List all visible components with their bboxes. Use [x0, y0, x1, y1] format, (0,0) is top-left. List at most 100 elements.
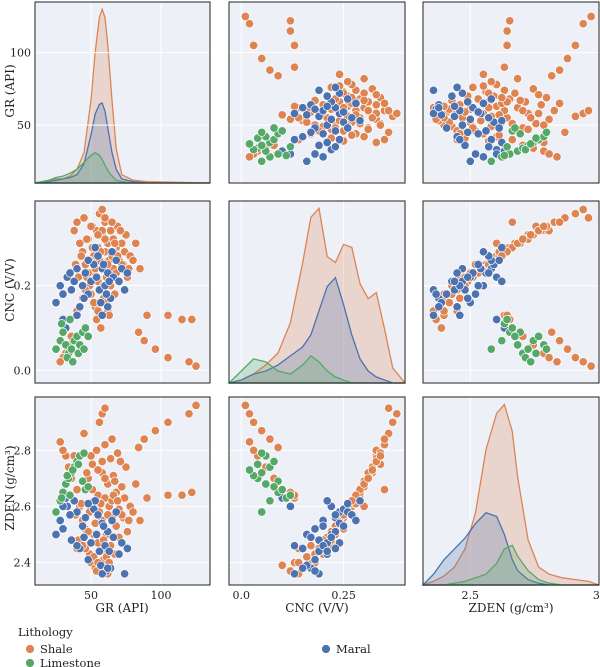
point-maral: [94, 546, 104, 556]
pairplot-panels: 50 100 0.0 0.2 2.4 2.6 2.8 50 100 0.0 0.25 2.5 3.0: [10, 1, 600, 602]
point-limestone: [257, 448, 267, 458]
point-limestone: [269, 456, 279, 467]
point-maral: [465, 114, 475, 124]
point-maral: [96, 298, 106, 308]
y-tick-label: 2.6: [14, 500, 32, 513]
point-shale: [131, 479, 141, 489]
point-maral: [306, 532, 316, 542]
point-maral: [310, 149, 320, 159]
point-maral: [442, 123, 452, 133]
point-maral: [79, 293, 89, 303]
point-shale: [536, 100, 546, 110]
point-shale: [244, 19, 255, 29]
point-maral: [298, 103, 308, 113]
point-limestone: [257, 127, 267, 137]
kde-maral: [228, 276, 405, 384]
point-maral: [497, 276, 507, 286]
point-maral: [442, 289, 452, 299]
point-limestone: [244, 139, 255, 149]
point-maral: [111, 507, 121, 517]
point-shale: [578, 19, 588, 29]
point-maral: [322, 496, 332, 506]
point-maral: [452, 302, 462, 312]
point-shale: [371, 90, 381, 100]
point-shale: [367, 465, 377, 475]
point-maral: [497, 243, 507, 253]
point-limestone: [541, 127, 552, 137]
x-tick-label: 0.25: [331, 589, 356, 602]
point-shale: [100, 403, 110, 413]
point-maral: [447, 91, 457, 101]
point-limestone: [526, 357, 536, 367]
point-shale: [547, 71, 557, 81]
point-shale: [552, 357, 562, 367]
point-shale: [289, 62, 300, 72]
point-maral: [117, 538, 127, 548]
point-shale: [76, 251, 86, 261]
x-tick-label: 3.0: [593, 589, 600, 602]
point-shale: [523, 124, 533, 134]
point-limestone: [244, 465, 255, 475]
x-tick-label: 0.0: [233, 589, 251, 602]
point-shale: [570, 111, 580, 121]
point-shale: [58, 445, 68, 455]
point-maral: [306, 127, 316, 137]
panel-frame: [228, 1, 406, 184]
panel-frame: [34, 200, 211, 384]
panel-frame: [422, 396, 600, 586]
point-shale: [97, 456, 107, 467]
point-maral: [455, 310, 465, 320]
point-shale: [544, 353, 554, 363]
point-shale: [384, 127, 394, 137]
point-maral: [107, 515, 117, 526]
point-maral: [318, 152, 328, 162]
point-shale: [544, 114, 554, 124]
point-shale: [92, 445, 102, 455]
point-shale: [371, 137, 381, 148]
point-shale: [363, 473, 373, 483]
y-tick-label: 0.2: [14, 280, 32, 293]
point-shale: [586, 11, 596, 22]
point-shale: [121, 462, 131, 472]
point-limestone: [265, 496, 275, 506]
point-shale: [82, 234, 92, 244]
point-shale: [142, 493, 152, 503]
point-maral: [339, 521, 349, 531]
legend-marker-maral: [321, 644, 331, 654]
point-shale: [115, 226, 125, 236]
point-maral: [351, 98, 361, 108]
point-shale: [555, 98, 565, 108]
point-shale: [163, 490, 173, 500]
point-shale: [583, 213, 594, 223]
point-maral: [347, 113, 357, 123]
point-shale: [444, 298, 454, 308]
point-shale: [115, 456, 125, 467]
point-maral: [473, 107, 483, 117]
point-shale: [257, 426, 267, 436]
point-shale: [555, 336, 565, 346]
x-axis-title-cnc: CNC (V/V): [285, 601, 348, 615]
point-shale: [117, 482, 127, 492]
x-tick-label: 50: [84, 589, 98, 602]
point-maral: [289, 135, 300, 145]
point-limestone: [83, 331, 93, 341]
point-shale: [187, 487, 197, 497]
point-maral: [97, 569, 107, 579]
point-maral: [463, 127, 473, 137]
point-shale: [139, 336, 149, 346]
point-maral: [302, 156, 312, 166]
point-shale: [79, 213, 89, 223]
point-maral: [431, 289, 441, 299]
point-shale: [249, 445, 259, 455]
point-shale: [343, 77, 353, 87]
point-limestone: [531, 133, 541, 143]
point-shale: [139, 434, 149, 444]
point-shale: [240, 400, 250, 410]
point-shale: [544, 149, 554, 159]
point-shale: [375, 451, 385, 461]
y-tick-label: 0.0: [14, 364, 32, 377]
point-maral: [104, 546, 114, 556]
point-shale: [583, 106, 594, 116]
point-maral: [51, 529, 61, 540]
point-shale: [510, 88, 520, 98]
